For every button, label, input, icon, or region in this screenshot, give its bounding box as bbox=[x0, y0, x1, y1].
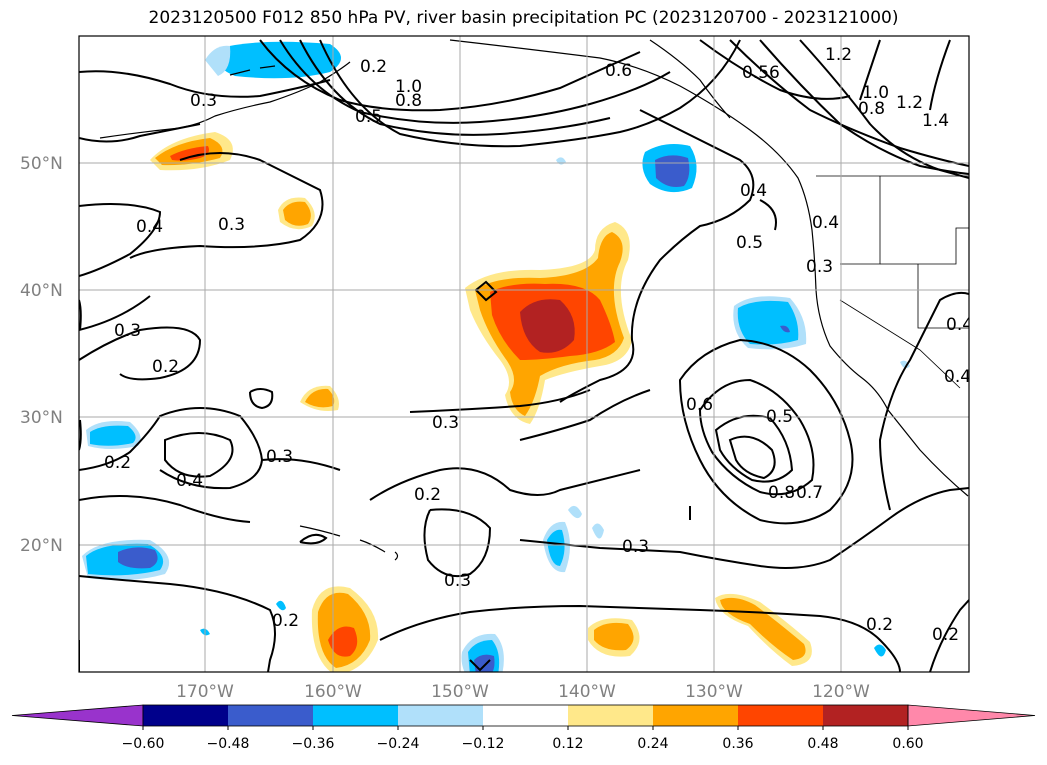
contour-label: 0.3 bbox=[114, 321, 141, 341]
colorbar-extend-high bbox=[907, 704, 1036, 727]
longitude-labels: 170°W 160°W 150°W 140°W 130°W 120°W bbox=[176, 682, 870, 702]
contour-label: 0.8 bbox=[768, 483, 795, 503]
lon-label-170w: 170°W bbox=[176, 682, 234, 702]
contour-label: 0.3 bbox=[622, 537, 649, 557]
colorbar-swatch bbox=[313, 705, 398, 726]
colorbar-swatch bbox=[738, 705, 823, 726]
colorbar-frame bbox=[142, 704, 909, 727]
contour-label: 1.2 bbox=[896, 93, 923, 113]
contour-label: 0.5 bbox=[736, 233, 763, 253]
lon-label-160w: 160°W bbox=[304, 682, 362, 702]
colorbar-swatch bbox=[568, 705, 653, 726]
lat-label-50n: 50°N bbox=[20, 154, 63, 174]
contour-label: 1.2 bbox=[825, 45, 852, 65]
colorbar-tick-label: −0.60 bbox=[122, 736, 165, 752]
contour-label: 0.8 bbox=[395, 91, 422, 111]
gridlines bbox=[79, 36, 969, 672]
colorbar: −0.60 −0.48 −0.36 −0.24 −0.12 0.12 0.24 0.36 0.4… bbox=[11, 704, 1036, 752]
lon-label-130w: 130°W bbox=[685, 682, 743, 702]
contour-label: 0.2 bbox=[866, 615, 893, 635]
contour-label: 0.2 bbox=[360, 57, 387, 77]
contour-label: 0.2 bbox=[272, 611, 299, 631]
contour-label: 0.3 bbox=[266, 447, 293, 467]
map-frame bbox=[78, 35, 970, 673]
colorbar-swatch bbox=[823, 705, 908, 726]
colorbar-tick-label: 0.48 bbox=[807, 736, 838, 752]
contour-label: 1.0 bbox=[862, 83, 889, 103]
colorbar-tick-label: −0.48 bbox=[207, 736, 250, 752]
contour-label: 0.3 bbox=[432, 413, 459, 433]
contour-label: 0.5 bbox=[766, 407, 793, 427]
contour-label: 0.3 bbox=[190, 91, 217, 111]
colorbar-tick-label: 0.24 bbox=[637, 736, 668, 752]
contour-label: 0.4 bbox=[944, 367, 971, 387]
precip-shading bbox=[82, 41, 910, 672]
lon-label-120w: 120°W bbox=[812, 682, 870, 702]
contour-label: 0.4 bbox=[136, 217, 163, 237]
colorbar-swatch bbox=[653, 705, 738, 726]
lat-label-30n: 30°N bbox=[20, 408, 63, 428]
colorbar-tick-label: 0.60 bbox=[892, 736, 923, 752]
contour-label: 0.6 bbox=[605, 61, 632, 81]
contour-label: 0.2 bbox=[932, 625, 959, 645]
lat-label-20n: 20°N bbox=[20, 536, 63, 556]
contour-label: 0.4 bbox=[946, 315, 973, 335]
contour-label: 0.5 bbox=[355, 107, 382, 127]
colorbar-tick-label: 0.36 bbox=[722, 736, 753, 752]
contour-label: 0.8 bbox=[858, 99, 885, 119]
contour-label: 0.3 bbox=[444, 571, 471, 591]
contour-label: 0.2 bbox=[152, 357, 179, 377]
colorbar-tick-label: 0.12 bbox=[552, 736, 583, 752]
colorbar-extend-low bbox=[11, 704, 144, 727]
contour-label: 0.3 bbox=[806, 257, 833, 277]
latitude-labels: 50°N 40°N 30°N 20°N bbox=[20, 154, 63, 556]
contour-label: 0.2 bbox=[414, 485, 441, 505]
contour-label: 0.3 bbox=[218, 215, 245, 235]
colorbar-tick-label: −0.36 bbox=[292, 736, 335, 752]
coastlines bbox=[99, 39, 969, 561]
political-borders bbox=[816, 175, 969, 389]
contour-label: 1.0 bbox=[395, 77, 422, 97]
colorbar-swatch bbox=[228, 705, 313, 726]
contour-label: 0.56 bbox=[742, 63, 780, 83]
map-title: 2023120500 F012 850 hPa PV, river basin … bbox=[148, 8, 899, 28]
contour-label: 0.7 bbox=[796, 483, 823, 503]
colorbar-tick-label: −0.12 bbox=[462, 736, 505, 752]
contour-label: 1.4 bbox=[922, 111, 949, 131]
colorbar-swatch bbox=[398, 705, 483, 726]
colorbar-tick-label: −0.24 bbox=[377, 736, 420, 752]
colorbar-swatch bbox=[483, 705, 568, 726]
contour-label: 0.4 bbox=[812, 213, 839, 233]
lon-label-150w: 150°W bbox=[431, 682, 489, 702]
contour-label: 0.4 bbox=[176, 471, 203, 491]
lat-label-40n: 40°N bbox=[20, 281, 63, 301]
contour-labels: 0.3 0.5 0.8 1.0 0.2 0.6 1.2 0.56 1.0 0.8… bbox=[104, 45, 973, 645]
contour-label: 0.4 bbox=[740, 181, 767, 201]
contour-label: 0.2 bbox=[104, 453, 131, 473]
colorbar-swatch bbox=[143, 705, 228, 726]
lon-label-140w: 140°W bbox=[558, 682, 616, 702]
contour-label: 0.6 bbox=[686, 395, 713, 415]
